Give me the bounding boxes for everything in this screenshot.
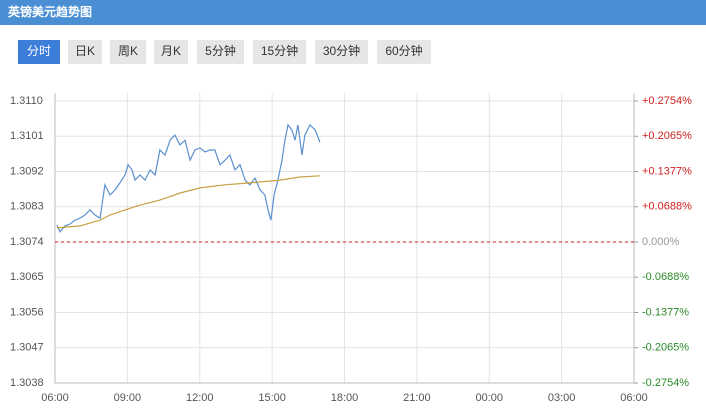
y2-tick-label: +0.0688% [642,201,692,213]
y2-tick-label: -0.2754% [642,377,689,389]
tab-bg [68,40,102,64]
x-tick-label: 00:00 [475,392,503,404]
tab[interactable]: 月K [154,40,188,64]
tab-label: 月K [161,44,181,58]
x-tick-label: 09:00 [114,392,142,404]
tab[interactable]: 15分钟 [253,40,306,64]
tab-bg [154,40,188,64]
tab-bg [315,40,368,64]
x-tick-label: 06:00 [41,392,69,404]
x-tick-label: 18:00 [331,392,359,404]
y2-tick-label: +0.2754% [642,95,692,107]
header-bar [0,0,706,25]
tab[interactable]: 日K [68,40,102,64]
tab-bg [253,40,306,64]
series-line [56,175,320,229]
tab-bg [18,40,60,64]
tab[interactable]: 周K [110,40,146,64]
x-tick-label: 21:00 [403,392,431,404]
x-tick-label: 12:00 [186,392,214,404]
y-tick-label: 1.3101 [10,130,44,142]
y2-tick-label: -0.2065% [642,342,689,354]
tab[interactable]: 分时 [18,40,60,64]
y-tick-label: 1.3056 [10,306,44,318]
x-tick-label: 15:00 [258,392,286,404]
y2-tick-label: -0.0688% [642,271,689,283]
y-tick-label: 1.3047 [10,342,44,354]
tab-label: 30分钟 [323,43,360,58]
tab-label: 日K [75,44,95,58]
tab-bg [377,40,431,64]
y-tick-label: 1.3065 [10,271,44,283]
y-tick-label: 1.3092 [10,165,44,177]
y-tick-label: 1.3083 [10,201,44,213]
y-tick-label: 1.3110 [10,95,43,107]
tab-bg [110,40,146,64]
tab-label: 分时 [27,44,51,58]
tab-bg [197,40,244,64]
tab[interactable]: 60分钟 [377,40,431,64]
y2-tick-label: +0.2065% [642,130,692,142]
y-tick-label: 1.3074 [10,236,44,248]
y2-tick-label: 0.000% [642,236,680,248]
tab-label: 15分钟 [261,43,298,58]
tab-label: 周K [118,44,138,58]
series-line [56,123,321,233]
x-tick-label: 03:00 [548,392,576,404]
y-tick-label: 1.3038 [10,377,44,389]
tab-label: 5分钟 [205,43,236,58]
chart-title: 英镑美元趋势图 [8,4,92,19]
y2-tick-label: +0.1377% [642,165,692,177]
tab-label: 60分钟 [385,43,422,58]
tab[interactable]: 5分钟 [197,40,244,64]
x-tick-label: 06:00 [620,392,648,404]
tab[interactable]: 30分钟 [315,40,368,64]
y2-tick-label: -0.1377% [642,306,689,318]
